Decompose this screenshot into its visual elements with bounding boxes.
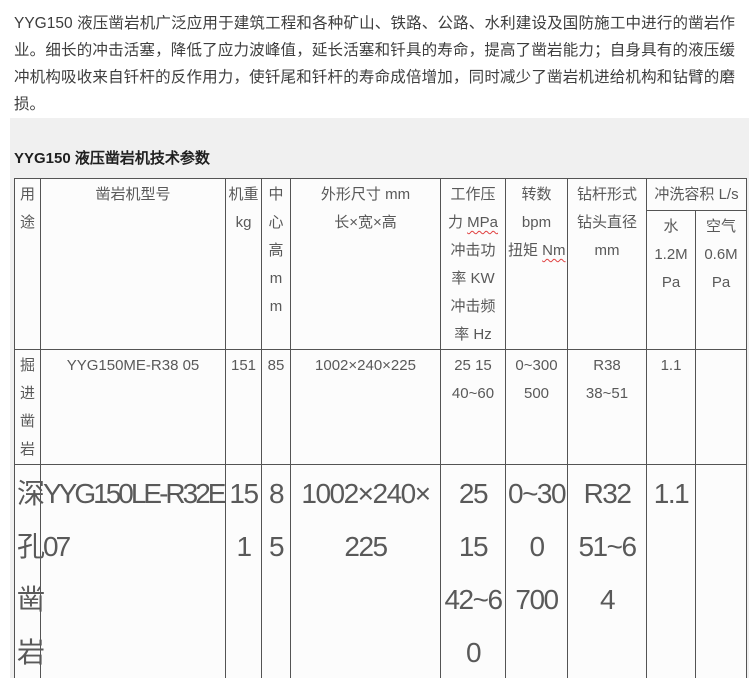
cell-rotation: 0~30 0 700 — [505, 464, 568, 678]
intro-paragraph: YYG150 液压凿岩机广泛应用于建筑工程和各种矿山、铁路、公路、水利建设及国防… — [14, 15, 735, 113]
col-header-flush-volume: 冲洗容积 L/s — [646, 177, 747, 212]
cell-usage: 掘 进 凿 岩 — [14, 349, 41, 465]
col-header-weight: 机重 kg — [225, 178, 262, 350]
col-header-center-height: 中 心 高 m m — [261, 178, 291, 350]
cell-dimensions: 1002×240×225 — [290, 349, 441, 465]
cell-center-height: 85 — [261, 349, 291, 465]
col-header-usage: 用 途 — [14, 178, 41, 350]
spellcheck-underline: Nm — [542, 242, 566, 259]
table-row: 深 孔 凿 岩 YYG150LE-R32E 07 15 1 8 5 1002×2… — [14, 464, 747, 678]
cell-model: YYG150LE-R32E 07 — [40, 464, 226, 678]
col-header-rotation: 转数 bpm 扭矩 Nm — [505, 178, 568, 350]
col-header-flush-water: 水 1.2M Pa — [646, 210, 696, 350]
cell-flush-air — [695, 349, 747, 465]
cell-usage: 深 孔 凿 岩 — [14, 464, 45, 678]
cell-rod: R32 51~6 4 — [567, 464, 647, 678]
cell-center-height: 8 5 — [261, 464, 291, 678]
spellcheck-underline: MPa — [467, 214, 498, 231]
specs-table: 用 途 凿岩机型号 机重 kg 中 心 高 m m 外形尺寸 mm 长×宽×高 … — [14, 177, 747, 678]
col-header-working-pressure: 工作压力 MPa 冲击功率 KW 冲击频率 Hz — [440, 178, 506, 350]
table-row: 掘 进 凿 岩 YYG150ME-R38 05 151 85 1002×240×… — [14, 349, 747, 465]
cell-flush-water: 1.1 — [646, 349, 696, 465]
header-row-sub: 水 1.2M Pa 空气 0.6M Pa — [15, 210, 747, 350]
cell-rotation: 0~300 500 — [505, 349, 568, 465]
cell-model: YYG150ME-R38 05 — [40, 349, 226, 465]
cell-rod: R38 38~51 — [567, 349, 647, 465]
header-row-top: 用 途 凿岩机型号 机重 kg 中 心 高 m m 外形尺寸 mm 长×宽×高 … — [14, 177, 747, 350]
cell-dimensions: 1002×240× 225 — [290, 464, 441, 678]
cell-weight: 151 — [225, 349, 262, 465]
cell-weight: 15 1 — [225, 464, 262, 678]
col-header-model: 凿岩机型号 — [40, 178, 226, 350]
col-header-dimensions: 外形尺寸 mm 长×宽×高 — [290, 178, 441, 350]
cell-pressure: 25 15 42~6 0 — [440, 464, 506, 678]
col-header-rod-type: 钻杆形式 钻头直径 mm — [567, 178, 647, 350]
content-band: YYG150 液压凿岩机技术参数 用 途 凿岩机型号 机重 kg 中 心 高 m… — [10, 118, 749, 678]
col-header-flush-air: 空气 0.6M Pa — [695, 210, 747, 350]
cell-flush-water: 1.1 — [646, 464, 696, 678]
cell-flush-air — [695, 464, 747, 678]
cell-pressure: 25 15 40~60 — [440, 349, 506, 465]
section-title: YYG150 液压凿岩机技术参数 — [14, 150, 210, 167]
